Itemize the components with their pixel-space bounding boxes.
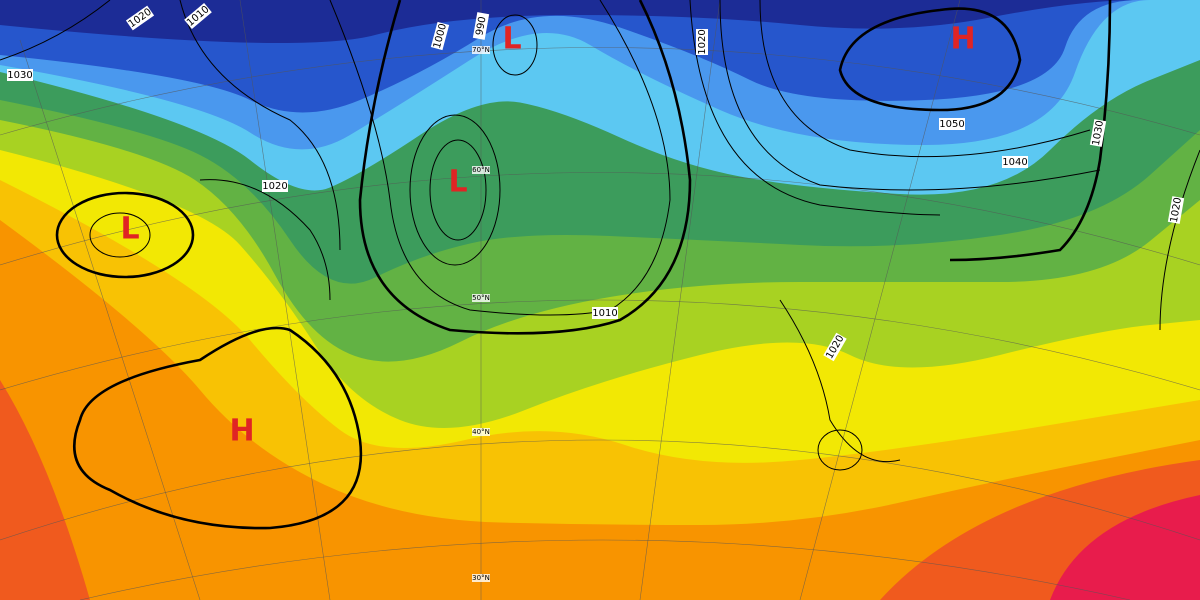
pressure-system-label: H xyxy=(229,414,254,449)
meridian xyxy=(639,0,721,600)
pressure-system-label: H xyxy=(950,22,975,57)
latitude-line xyxy=(0,299,1200,391)
isobar xyxy=(838,7,1022,112)
isobar-label-group: 1020 xyxy=(1167,196,1185,224)
isobar-label-group: 1050 xyxy=(939,118,965,130)
isobar-label-group: 990 xyxy=(472,12,490,40)
latitude-label: 60°N xyxy=(472,166,490,174)
isobar-label-bg xyxy=(1089,119,1107,147)
isobar-label-group: 1040 xyxy=(1002,156,1028,168)
isobar xyxy=(492,14,538,76)
isobar xyxy=(429,139,487,241)
meridian xyxy=(239,0,331,600)
isobar-label: 1010 xyxy=(592,308,617,319)
isobar-label: 1030 xyxy=(1091,120,1106,147)
isobar-label-bg xyxy=(696,29,708,55)
pressure-system-label: L xyxy=(448,165,467,200)
isobar xyxy=(89,212,151,258)
isobar-label-bg xyxy=(7,69,33,81)
latitude-label-bg xyxy=(472,46,490,54)
isobar-label: 1020 xyxy=(1169,197,1184,224)
isobar xyxy=(199,179,331,301)
isobar xyxy=(73,326,363,530)
isobar-label: 990 xyxy=(474,16,488,37)
latitude-label: 70°N xyxy=(472,46,490,54)
isobar xyxy=(719,0,1101,191)
meridian xyxy=(19,39,201,600)
latitude-label-bg xyxy=(472,574,490,582)
field-band xyxy=(1050,495,1200,600)
isobar-label-bg xyxy=(1167,196,1185,224)
isobar-label-bg xyxy=(430,21,450,51)
latitude-label-bg xyxy=(472,428,490,436)
isobar-label: 1030 xyxy=(7,70,32,81)
isobar-label-bg xyxy=(1002,156,1028,168)
isobar-label-group: 1020 xyxy=(696,29,708,55)
isobar xyxy=(179,0,341,251)
isobar-label-bg xyxy=(472,12,490,40)
isobar-label-group: 1030 xyxy=(1089,119,1107,147)
latitude-line xyxy=(0,47,1200,136)
isobar-label: 1020 xyxy=(697,29,708,54)
isobar-label: 1040 xyxy=(1002,157,1027,168)
isobar xyxy=(358,0,692,335)
isobar xyxy=(329,0,671,316)
latitude-line xyxy=(0,172,1200,266)
isobars xyxy=(0,0,1200,530)
isobar-label-bg xyxy=(592,307,618,319)
field-band xyxy=(0,220,1200,600)
isobar-label-group: 1030 xyxy=(7,69,33,81)
latitude-label: 50°N xyxy=(472,294,490,302)
isobar xyxy=(689,0,941,216)
isobar-label-bg xyxy=(262,180,288,192)
isobar-label: 1020 xyxy=(262,181,287,192)
isobar xyxy=(949,0,1112,262)
isobar-label-bg xyxy=(125,5,155,31)
isobar xyxy=(1159,149,1200,331)
latitude-line xyxy=(79,539,1131,600)
isobar xyxy=(779,299,901,463)
isobar-label-bg xyxy=(939,118,965,130)
isobar xyxy=(0,0,111,61)
isobar-label-group: 1020 xyxy=(262,180,288,192)
isobar-label-bg xyxy=(823,332,847,362)
latitude-label: 30°N xyxy=(472,574,490,582)
isobar-label: 1050 xyxy=(939,119,964,130)
isobar xyxy=(817,429,863,471)
pressure-system-label: L xyxy=(120,212,139,247)
latitude-label: 40°N xyxy=(472,428,490,436)
meridian xyxy=(799,0,961,600)
isobar-label-bg xyxy=(184,3,212,29)
pressure-system-label: L xyxy=(502,22,521,57)
latitude-label-bg xyxy=(472,166,490,174)
field-band xyxy=(0,380,90,600)
isobar xyxy=(409,114,501,266)
latitude-label-bg xyxy=(472,294,490,302)
latitude-line xyxy=(0,439,1200,541)
isobar-label-group: 1010 xyxy=(592,307,618,319)
isobar xyxy=(759,0,1091,158)
isobar xyxy=(55,191,195,279)
